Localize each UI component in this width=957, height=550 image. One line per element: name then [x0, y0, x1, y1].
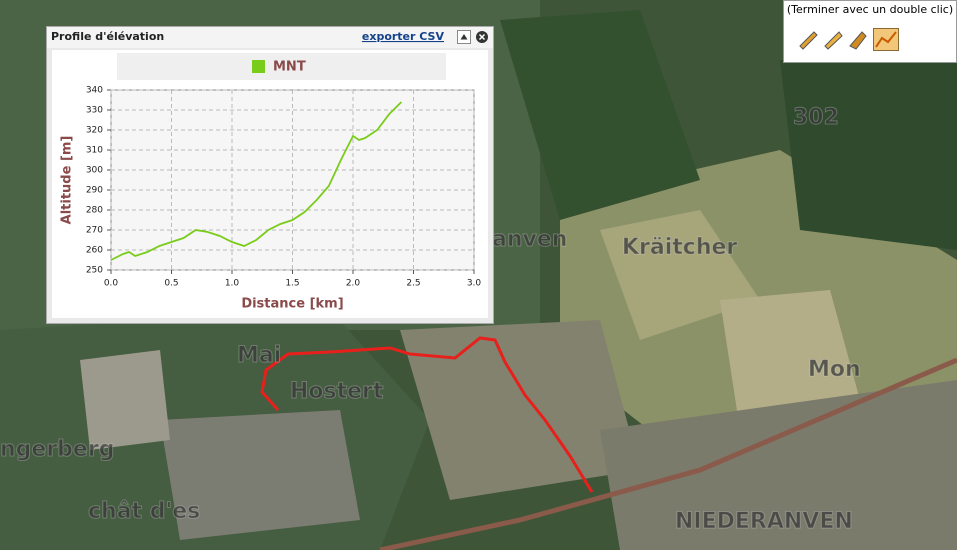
- x-tick-label: 2.5: [406, 279, 420, 289]
- x-tick-label: 3.0: [467, 279, 482, 289]
- y-tick-label: 280: [86, 206, 103, 216]
- x-tick-label: 2.0: [346, 279, 361, 289]
- map-label: Mai: [237, 343, 281, 368]
- map-label: NIEDERANVEN: [675, 509, 853, 534]
- y-tick-label: 290: [86, 186, 103, 196]
- area-icon: [824, 31, 843, 50]
- map-label: Mon: [808, 357, 861, 382]
- x-tick-label: 0.0: [104, 279, 119, 289]
- legend-box: [117, 53, 446, 80]
- y-tick-label: 320: [86, 126, 103, 136]
- toolbar: (Terminer avec un double clic): [783, 0, 957, 63]
- x-tick-label: 1.0: [225, 279, 240, 289]
- chart: 250 260 270 280 290 300 310 320 330 340 0.0 0.5 1.0 1…: [60, 60, 482, 312]
- measure-icon: [799, 31, 818, 50]
- toolbar-hint: (Terminer avec un double clic): [787, 3, 953, 16]
- elevation-line: [110, 101, 403, 261]
- y-tick-label: 300: [86, 166, 103, 176]
- map-label: 302: [793, 105, 839, 130]
- export-link[interactable]: exporter CSV: [362, 30, 445, 43]
- y-tick-label: 310: [86, 146, 103, 156]
- panel-header: [47, 27, 493, 48]
- y-axis-label: Altitude [m]: [60, 136, 75, 225]
- x-tick-label: 1.5: [285, 279, 299, 289]
- legend-label: MNT: [273, 60, 306, 75]
- map-label: Hostert: [290, 379, 384, 404]
- collapse-icon: [460, 34, 468, 40]
- map-label: anven: [492, 227, 567, 252]
- y-tick-label: 260: [86, 246, 103, 256]
- y-tick-label: 340: [86, 86, 103, 96]
- y-tick-label: 270: [86, 226, 103, 236]
- route: [260, 336, 594, 493]
- map-labels: Hostert NIEDERANVEN ngerberg anven Mon 302 Krä…: [0, 105, 861, 535]
- x-axis-label: Distance [km]: [241, 297, 343, 312]
- map-label: Kräitcher: [622, 235, 737, 260]
- circle-icon: [849, 31, 867, 50]
- legend-swatch: [252, 60, 265, 73]
- x-tick-label: 0.5: [164, 279, 178, 289]
- map-label: chât d'es: [88, 499, 200, 524]
- panel-title: Profile d'élévation: [51, 30, 164, 43]
- close-icon: [478, 33, 486, 41]
- y-tick-label: 330: [86, 106, 103, 116]
- plot-area: [110, 89, 475, 271]
- y-tick-label: 250: [86, 266, 103, 276]
- map-label: ngerberg: [0, 437, 114, 462]
- profile-icon: [875, 31, 897, 48]
